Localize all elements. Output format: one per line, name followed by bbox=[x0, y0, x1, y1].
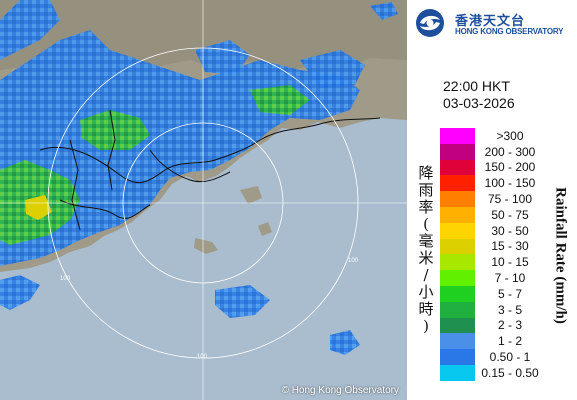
legend-label: 75 - 100 bbox=[487, 192, 533, 207]
legend-swatch bbox=[440, 285, 475, 302]
legend-swatch bbox=[440, 191, 475, 207]
legend-label: 50 - 75 bbox=[491, 207, 529, 222]
rain-area-light bbox=[300, 50, 365, 88]
legend-swatch bbox=[440, 222, 475, 239]
legend-label: 30 - 50 bbox=[491, 223, 529, 238]
legend-swatch bbox=[440, 301, 475, 318]
legend-label: 100 - 150 bbox=[484, 176, 536, 191]
legend-swatch bbox=[440, 206, 475, 223]
rain-area-light bbox=[0, 0, 60, 60]
legend-label: 0.15 - 0.50 bbox=[481, 365, 539, 380]
logo-english: HONG KONG OBSERVATORY bbox=[455, 27, 564, 36]
legend-swatch bbox=[440, 128, 475, 144]
radar-map: 100 100 100 © Hong Kong Observatory bbox=[0, 0, 407, 400]
legend-panel: 香港天文台 HONG KONG OBSERVATORY 22:00 HKT 03… bbox=[407, 0, 577, 400]
legend-row: 1 - 2 bbox=[440, 333, 577, 350]
legend-label: 5 - 7 bbox=[497, 286, 522, 301]
coastline bbox=[69, 139, 81, 231]
legend-label: 15 - 30 bbox=[491, 239, 529, 254]
rain-area-light bbox=[330, 330, 360, 355]
legend-row: 3 - 5 bbox=[440, 301, 577, 318]
legend-label: 0.50 - 1 bbox=[489, 350, 531, 365]
legend-row: 5 - 7 bbox=[440, 285, 577, 302]
legend-row: >300 bbox=[440, 128, 577, 144]
legend-row: 15 - 30 bbox=[440, 238, 577, 255]
ring-label: 100 bbox=[60, 276, 71, 282]
logo-chinese: 香港天文台 bbox=[455, 14, 526, 29]
rain-area-light bbox=[0, 275, 40, 310]
hko-logo-icon bbox=[416, 9, 444, 37]
legend-swatch bbox=[440, 270, 475, 286]
coastline bbox=[149, 149, 231, 183]
timestamp-time: 22:00 HKT bbox=[443, 78, 510, 94]
legend-row: 50 - 75 bbox=[440, 206, 577, 223]
rain-area-light bbox=[370, 2, 398, 20]
rain-area-light bbox=[195, 40, 250, 75]
coastline bbox=[107, 109, 116, 191]
legend-row: 75 - 100 bbox=[440, 191, 577, 207]
ring-label: 100 bbox=[348, 258, 359, 264]
legend-swatch bbox=[440, 143, 475, 160]
rain-area-heavy bbox=[25, 195, 52, 220]
legend-label: 200 - 300 bbox=[484, 144, 536, 159]
legend-swatch bbox=[440, 333, 475, 350]
legend-row: 100 - 150 bbox=[440, 175, 577, 192]
rain-area-light bbox=[215, 285, 270, 318]
legend-row: 0.15 - 0.50 bbox=[440, 364, 577, 381]
legend-row: 30 - 50 bbox=[440, 222, 577, 239]
legend-swatch bbox=[440, 364, 475, 381]
legend-swatch bbox=[440, 238, 475, 255]
rain-area-moderate bbox=[250, 85, 310, 115]
legend-title-chinese: 降 雨 率 ( 毫 米 / 小 時 ) bbox=[418, 164, 434, 335]
radar-map-canvas: 100 100 100 bbox=[0, 0, 407, 400]
legend-row: 0.50 - 1 bbox=[440, 349, 577, 365]
legend-row: 2 - 3 bbox=[440, 317, 577, 334]
legend-swatch bbox=[440, 159, 475, 176]
legend-label: 3 - 5 bbox=[497, 302, 522, 317]
hko-logo: 香港天文台 HONG KONG OBSERVATORY bbox=[415, 6, 575, 38]
legend-label: >300 bbox=[496, 128, 524, 143]
island bbox=[194, 238, 218, 254]
legend-swatch bbox=[440, 175, 475, 192]
legend-swatch bbox=[440, 317, 475, 334]
legend-label: 2 - 3 bbox=[497, 318, 522, 333]
legend-row: 7 - 10 bbox=[440, 270, 577, 286]
ring-label: 100 bbox=[197, 354, 208, 360]
legend-label: 10 - 15 bbox=[491, 255, 529, 270]
legend-row: 200 - 300 bbox=[440, 143, 577, 160]
legend-row: 150 - 200 bbox=[440, 159, 577, 176]
island bbox=[240, 186, 262, 204]
island bbox=[258, 222, 272, 236]
range-rings: 100 100 100 bbox=[0, 0, 407, 400]
legend-swatch bbox=[440, 349, 475, 365]
legend-row: 10 - 15 bbox=[440, 254, 577, 271]
coastline bbox=[39, 117, 381, 184]
legend-label: 150 - 200 bbox=[484, 160, 536, 175]
legend-swatch bbox=[440, 254, 475, 271]
coastline bbox=[59, 199, 151, 219]
timestamp-date: 03-03-2026 bbox=[443, 95, 515, 111]
copyright-notice: © Hong Kong Observatory bbox=[281, 385, 399, 396]
rainfall-legend: >300 200 - 300 150 - 200 100 - 150 75 - 100 5… bbox=[440, 128, 577, 381]
rain-area-moderate bbox=[80, 110, 150, 150]
legend-label: 7 - 10 bbox=[494, 271, 526, 286]
legend-label: 1 - 2 bbox=[497, 334, 522, 349]
